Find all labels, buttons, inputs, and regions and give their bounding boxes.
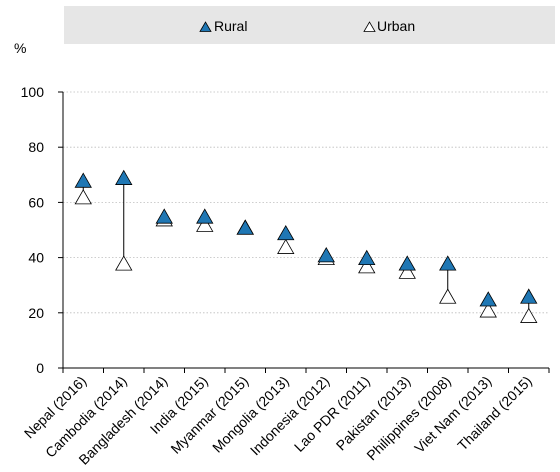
data-marks xyxy=(74,169,538,323)
legend-background xyxy=(64,6,555,44)
y-axis-label: % xyxy=(14,40,26,56)
rural-point xyxy=(317,247,335,263)
rural-point xyxy=(74,172,92,188)
y-tick-label: 100 xyxy=(21,84,45,100)
rural-point xyxy=(398,255,416,271)
legend: Rural Urban xyxy=(64,6,555,44)
x-tick-label: Thailand (2015) xyxy=(454,373,535,454)
rural-point xyxy=(479,291,497,307)
rural-point xyxy=(520,288,538,304)
legend-rural-label: Rural xyxy=(214,18,247,34)
x-axis-ticks: Nepal (2016)Cambodia (2014)Bangladesh (2… xyxy=(21,368,550,468)
rural-point xyxy=(115,169,133,185)
y-axis-ticks: 0 20 40 60 80 100 xyxy=(21,84,63,376)
y-tick-label: 80 xyxy=(28,139,44,155)
plot-frame xyxy=(62,92,549,369)
urban-point xyxy=(277,238,295,254)
legend-rural-marker xyxy=(199,21,212,32)
urban-point xyxy=(358,258,376,274)
y-tick-label: 20 xyxy=(28,305,44,321)
legend-urban-marker xyxy=(363,21,376,32)
urban-point xyxy=(520,307,538,323)
urban-point xyxy=(439,288,457,304)
y-tick-label: 40 xyxy=(28,250,44,266)
rural-point xyxy=(358,249,376,266)
rural-point xyxy=(236,219,254,235)
rural-point xyxy=(196,208,214,224)
legend-urban-label: Urban xyxy=(377,18,415,34)
urban-point xyxy=(74,189,92,205)
y-tick-label: 0 xyxy=(36,360,44,376)
rural-point xyxy=(155,208,173,224)
rural-point xyxy=(439,255,457,271)
urban-point xyxy=(115,255,133,271)
urban-point xyxy=(196,216,214,232)
rural-point xyxy=(277,224,295,241)
y-tick-label: 60 xyxy=(28,194,44,210)
gridlines xyxy=(63,91,549,314)
urban-point xyxy=(398,263,416,279)
urban-point xyxy=(479,302,497,318)
